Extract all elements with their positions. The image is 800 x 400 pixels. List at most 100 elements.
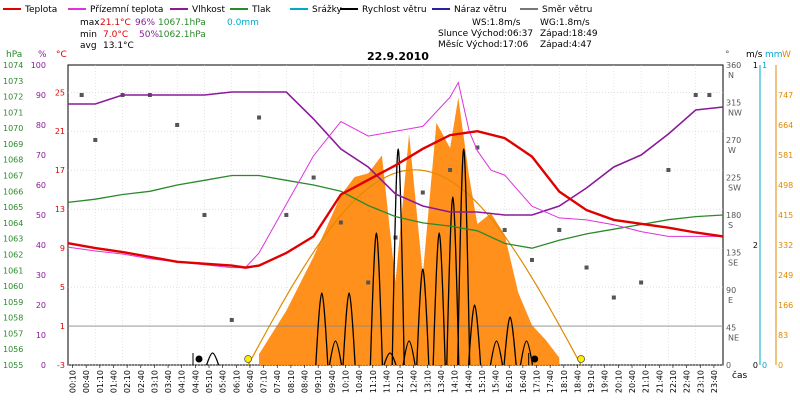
wind-dir-cardinal: SW	[728, 184, 741, 193]
time-tick-label: 19:10	[587, 370, 596, 393]
w-axis-unit: W	[782, 50, 791, 60]
wind-direction-point	[79, 93, 84, 97]
ms-tick-label: 0	[753, 361, 758, 370]
moonrise-marker	[531, 355, 539, 363]
astro-info: WS:1.8m/s WG:1.8m/s Slunce Východ:06:37 …	[438, 18, 598, 50]
time-axis-unit: čas	[732, 370, 747, 381]
wind-dir-tick-label: 315	[726, 99, 741, 108]
time-tick-label: 17:40	[546, 370, 555, 393]
stats-min-label: min	[80, 30, 97, 40]
legend: Teplota Přízemní teplota Vlhkost Tlak Srážky…	[3, 5, 592, 15]
humidity-line	[68, 91, 724, 216]
percent-tick-label: 0	[41, 361, 46, 370]
time-tick-label: 23:40	[710, 370, 719, 393]
time-tick-label: 05:40	[219, 370, 228, 393]
celsius-axis-unit: °C	[56, 50, 67, 60]
hpa-tick-label: 1070	[3, 124, 23, 133]
wind-gust-info: WG:1.8m/s	[540, 18, 590, 28]
w-tick-label: 747	[778, 91, 793, 100]
percent-tick-label: 80	[36, 121, 46, 130]
time-tick-label: 20:40	[628, 370, 637, 393]
time-tick-label: 22:10	[669, 370, 678, 393]
hpa-tick-label: 1071	[3, 108, 23, 117]
hpa-tick-label: 1057	[3, 329, 23, 338]
time-tick-label: 00:40	[82, 370, 91, 393]
time-tick-label: 12:40	[410, 370, 419, 393]
percent-tick-label: 70	[36, 151, 46, 160]
wind-speed-spike	[328, 340, 343, 366]
legend-item: Srážky	[312, 5, 343, 15]
time-tick-label: 18:40	[573, 370, 582, 393]
wind-dir-tick-label: 135	[726, 249, 741, 258]
stats-min-hum: 50%	[139, 30, 159, 40]
stats-avg-label: avg	[80, 41, 97, 51]
ms-axis-unit: m/s	[746, 50, 763, 60]
wind-speed-spike	[416, 268, 430, 366]
celsius-tick-label: 9	[60, 244, 65, 253]
w-tick-label: 0	[778, 361, 783, 370]
wind-speed-spike	[369, 232, 384, 366]
stats-min-press: 1062.1hPa	[158, 30, 206, 40]
ms-tick-label: 2	[753, 241, 758, 250]
celsius-tick-label: 17	[55, 166, 65, 175]
hpa-tick-label: 1067	[3, 172, 23, 181]
celsius-tick-label: 13	[55, 205, 65, 214]
time-tick-label: 13:10	[423, 370, 432, 393]
wind-direction-point	[584, 265, 589, 270]
wind-speed-spike	[446, 196, 460, 366]
wind-direction-point	[175, 123, 180, 127]
time-tick-label: 17:10	[533, 370, 542, 393]
wind-dir-axis-unit: °	[725, 50, 730, 60]
hpa-tick-label: 1059	[3, 298, 23, 307]
wind-direction-point	[475, 145, 480, 150]
wind-direction-point	[229, 318, 234, 322]
time-tick-label: 05:10	[205, 370, 214, 393]
solar-radiation-area	[259, 97, 560, 365]
moon-set-info: Západ:4:47	[540, 40, 592, 50]
time-tick-label: 16:40	[519, 370, 528, 393]
percent-tick-label: 10	[36, 331, 46, 340]
wind-direction-point	[202, 213, 207, 217]
mm-tick-label: 1	[762, 61, 767, 70]
wind-dir-tick-label: 270	[726, 136, 741, 145]
wind-direction-point	[611, 295, 616, 300]
wind-speed-spike	[503, 316, 517, 366]
w-tick-label: 249	[778, 271, 793, 280]
wind-speed-info: WS:1.8m/s	[472, 18, 521, 28]
wind-speed-spike	[383, 352, 397, 366]
wind-direction-point	[502, 228, 507, 232]
wind-direction-point	[448, 168, 453, 172]
celsius-tick-label: 21	[55, 127, 65, 136]
time-tick-label: 04:10	[178, 370, 187, 393]
time-tick-label: 13:40	[437, 370, 446, 393]
hpa-tick-label: 1065	[3, 203, 23, 212]
hpa-tick-label: 1072	[3, 93, 23, 102]
percent-tick-label: 60	[36, 181, 46, 190]
wind-dir-tick-label: 90	[726, 286, 736, 295]
hpa-tick-label: 1055	[3, 361, 23, 370]
hpa-tick-label: 1074	[3, 61, 23, 70]
w-tick-label: 498	[778, 181, 793, 190]
time-tick-label: 15:10	[478, 370, 487, 393]
wind-direction-point	[693, 93, 698, 97]
wind-dir-cardinal: SE	[728, 259, 738, 268]
wind-direction-point	[707, 93, 712, 97]
hpa-tick-label: 1066	[3, 187, 23, 196]
wind-dir-tick-label: 0	[726, 361, 731, 370]
time-tick-label: 18:10	[560, 370, 569, 393]
legend-item: Rychlost větru	[362, 5, 427, 15]
left-axes: 1074107310721071107010691068106710661065…	[3, 61, 65, 370]
sunrise-marker	[244, 355, 253, 363]
legend-item: Tlak	[251, 5, 272, 15]
time-tick-label: 23:10	[696, 370, 705, 393]
wind-direction-point	[338, 220, 343, 225]
ms-tick-label: 1	[753, 61, 758, 70]
wind-speed-spike	[432, 232, 446, 366]
sunset-marker	[577, 355, 585, 363]
hpa-tick-label: 1073	[3, 77, 23, 86]
wind-direction-point	[666, 168, 671, 172]
celsius-tick-label: 5	[60, 283, 65, 292]
sun-set-info: Západ:18:49	[540, 29, 598, 39]
